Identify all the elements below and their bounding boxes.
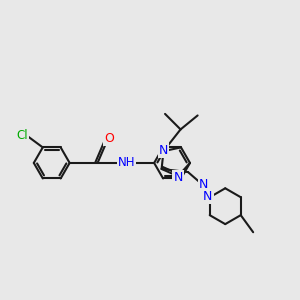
Text: N: N xyxy=(173,171,183,184)
Text: O: O xyxy=(104,132,114,145)
Text: Cl: Cl xyxy=(16,129,28,142)
Text: N: N xyxy=(159,144,168,157)
Text: N: N xyxy=(203,190,212,203)
Text: NH: NH xyxy=(118,156,135,170)
Text: N: N xyxy=(199,178,208,191)
